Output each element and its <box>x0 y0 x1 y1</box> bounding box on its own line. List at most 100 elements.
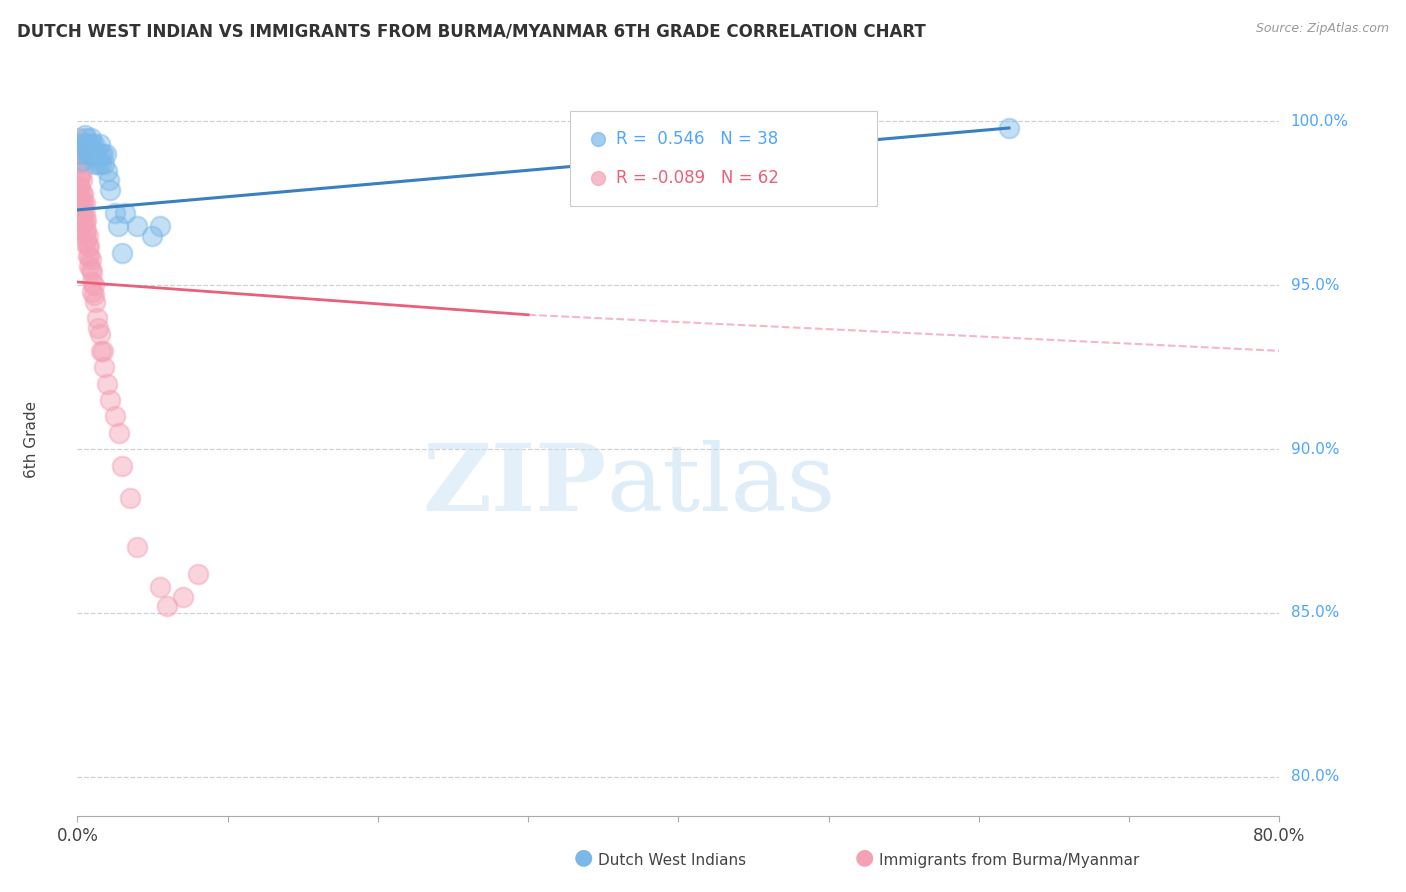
FancyBboxPatch shape <box>571 112 877 206</box>
Point <box>72 216 94 230</box>
Point <box>70 196 93 211</box>
Point <box>67 137 90 152</box>
Point <box>104 409 127 424</box>
Point <box>72 137 94 152</box>
Point <box>80 131 103 145</box>
Point <box>84 147 107 161</box>
Point <box>79 259 101 273</box>
Point <box>90 343 112 358</box>
Text: 90.0%: 90.0% <box>1291 442 1339 457</box>
Point <box>67 180 90 194</box>
Point <box>75 212 97 227</box>
Text: 6th Grade: 6th Grade <box>24 401 39 478</box>
Point <box>127 541 149 555</box>
Text: 100.0%: 100.0% <box>1291 114 1348 129</box>
Point <box>87 321 110 335</box>
Text: R =  0.546   N = 38: R = 0.546 N = 38 <box>616 130 778 148</box>
Point <box>67 147 90 161</box>
Point <box>79 239 101 253</box>
Point <box>67 200 90 214</box>
Text: Source: ZipAtlas.com: Source: ZipAtlas.com <box>1256 22 1389 36</box>
Point <box>70 153 93 168</box>
Text: ●: ● <box>855 847 875 867</box>
Point <box>69 200 91 214</box>
Point <box>67 157 90 171</box>
Point <box>141 229 163 244</box>
Point <box>69 180 91 194</box>
Point <box>69 147 91 161</box>
Point <box>82 285 104 299</box>
Point <box>73 137 96 152</box>
Text: R = -0.089   N = 62: R = -0.089 N = 62 <box>616 169 779 186</box>
Point <box>114 206 136 220</box>
Point <box>83 288 105 302</box>
Text: ZIP: ZIP <box>422 440 606 530</box>
Point <box>89 327 111 342</box>
Point <box>82 275 104 289</box>
Point <box>72 186 94 201</box>
Point <box>70 186 93 201</box>
Point <box>82 137 104 152</box>
Point <box>76 229 98 244</box>
Point <box>156 599 179 614</box>
Point <box>79 147 101 161</box>
Point <box>76 239 98 253</box>
Point <box>80 261 103 276</box>
Text: ●: ● <box>574 847 593 867</box>
Text: 85.0%: 85.0% <box>1291 606 1339 621</box>
Point <box>69 170 91 185</box>
Text: 95.0%: 95.0% <box>1291 277 1339 293</box>
Point <box>127 219 149 234</box>
Point <box>107 219 129 234</box>
Point <box>75 131 97 145</box>
Point <box>104 206 127 220</box>
Point <box>76 147 98 161</box>
Point <box>83 137 105 152</box>
Point <box>108 425 131 440</box>
Text: Immigrants from Burma/Myanmar: Immigrants from Burma/Myanmar <box>879 854 1139 868</box>
Point <box>79 249 101 263</box>
Point <box>75 232 97 246</box>
Point <box>73 235 96 250</box>
Point <box>93 157 115 171</box>
Point <box>83 151 105 165</box>
Point <box>72 206 94 220</box>
Point <box>84 294 107 309</box>
Point <box>67 190 90 204</box>
Point <box>69 190 91 204</box>
Point <box>86 311 108 326</box>
Point <box>70 173 93 187</box>
Point <box>80 252 103 266</box>
Point <box>90 157 112 171</box>
Point <box>118 491 141 506</box>
Point <box>100 392 122 407</box>
Point <box>76 249 98 263</box>
Point <box>91 147 114 161</box>
Point <box>717 615 740 630</box>
Point <box>73 216 96 230</box>
Point <box>149 219 172 234</box>
Point <box>97 173 120 187</box>
Point <box>82 147 104 161</box>
Point <box>96 163 118 178</box>
Point <box>89 137 111 152</box>
Point <box>998 120 1021 135</box>
Point <box>67 170 90 185</box>
Point <box>83 278 105 293</box>
Point <box>186 566 209 581</box>
Point <box>70 163 93 178</box>
Point <box>73 128 96 142</box>
Point <box>79 137 101 152</box>
Point <box>67 131 90 145</box>
Text: Dutch West Indians: Dutch West Indians <box>598 854 745 868</box>
Point <box>90 147 112 161</box>
Point <box>96 376 118 391</box>
Point <box>73 196 96 211</box>
Point <box>100 183 122 197</box>
Point <box>86 147 108 161</box>
Point <box>111 458 134 473</box>
Point <box>72 196 94 211</box>
Point <box>93 360 115 375</box>
Point <box>94 147 117 161</box>
Point <box>69 147 91 161</box>
